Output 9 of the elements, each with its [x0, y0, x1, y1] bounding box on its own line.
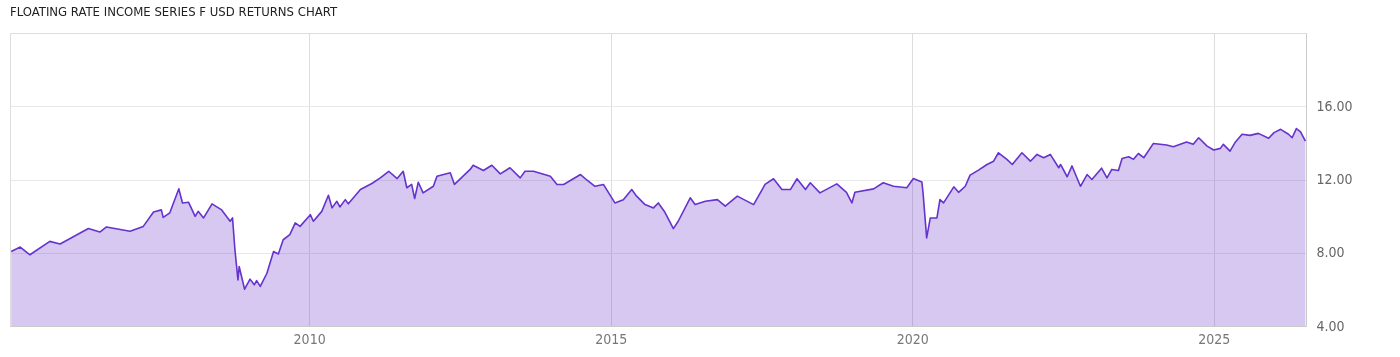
y-tick-label: 16.00: [1316, 97, 1353, 114]
y-tick-label: 8.00: [1316, 244, 1345, 261]
chart-title: FLOATING RATE INCOME SERIES F USD RETURNS CHART: [10, 4, 338, 19]
x-tick-label: 2025: [1198, 330, 1231, 347]
x-tick-label: 2010: [293, 330, 326, 347]
y-tick-label: 4.00: [1316, 317, 1345, 334]
x-tick-label: 2015: [595, 330, 628, 347]
y-tick-label: 12.00: [1316, 171, 1353, 187]
x-tick-label: 2020: [896, 330, 929, 347]
